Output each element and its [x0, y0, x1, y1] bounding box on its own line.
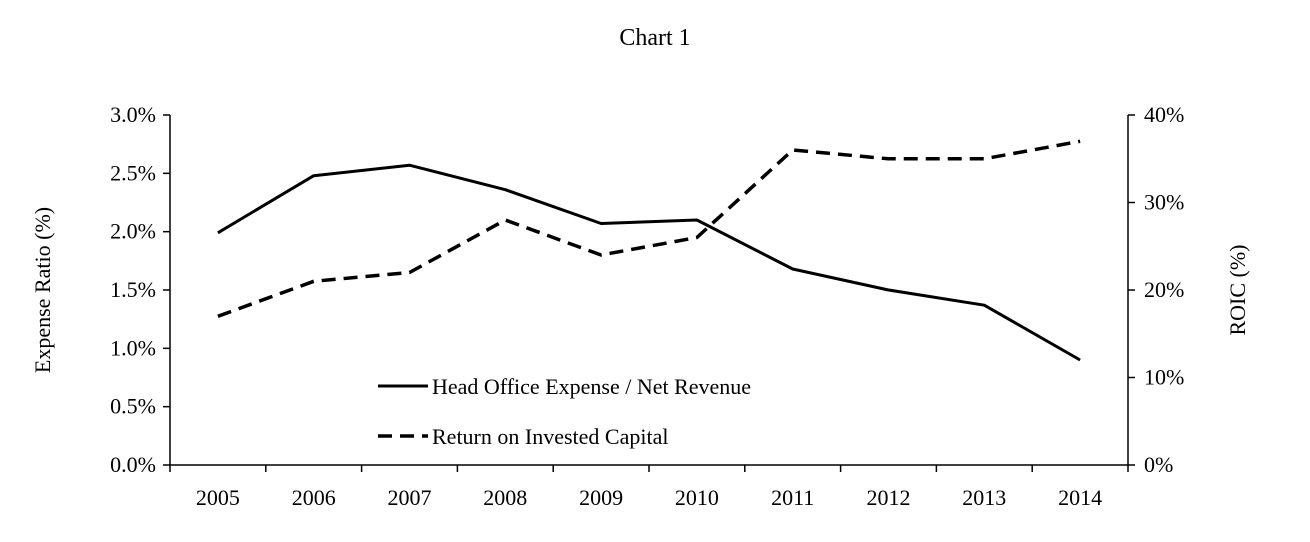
x-tick-label: 2012: [867, 485, 911, 510]
x-tick-label: 2014: [1058, 485, 1102, 510]
right-axis-label: ROIC (%): [1225, 244, 1250, 335]
x-tick-label: 2008: [483, 485, 527, 510]
left-tick-label: 2.0%: [110, 219, 156, 244]
x-tick-label: 2005: [196, 485, 240, 510]
right-tick-label: 30%: [1144, 190, 1184, 215]
left-tick-label: 0.5%: [110, 394, 156, 419]
series-layer: [217, 139, 1081, 362]
left-axis-label: Expense Ratio (%): [30, 207, 55, 373]
left-tick-label: 3.0%: [110, 102, 156, 127]
x-axis-ticks: 2005 2006 2007 2008 2009 2010 2011 2012 2013 2014: [169, 465, 1129, 510]
roic-series-line: [217, 139, 1081, 318]
x-tick-label: 2007: [388, 485, 432, 510]
legend-label-expense: Head Office Expense / Net Revenue: [432, 374, 751, 399]
legend: Head Office Expense / Net Revenue Return…: [378, 374, 751, 449]
x-tick-label: 2010: [675, 485, 719, 510]
right-tick-label: 10%: [1144, 365, 1184, 390]
right-tick-label: 0%: [1144, 452, 1173, 477]
left-tick-label: 0.0%: [110, 452, 156, 477]
right-tick-label: 40%: [1144, 102, 1184, 127]
legend-label-roic: Return on Invested Capital: [432, 424, 668, 449]
right-tick-label: 20%: [1144, 277, 1184, 302]
x-tick-label: 2013: [962, 485, 1006, 510]
chart-title: Chart 1: [619, 25, 690, 51]
x-tick-label: 2006: [292, 485, 336, 510]
left-axis-ticks: 0.0% 0.5% 1.0% 1.5% 2.0% 2.5% 3.0%: [110, 102, 170, 477]
x-tick-label: 2009: [579, 485, 623, 510]
left-tick-label: 1.5%: [110, 277, 156, 302]
left-tick-label: 2.5%: [110, 160, 156, 185]
right-axis-ticks: 0% 10% 20% 30% 40%: [1128, 102, 1184, 477]
expense-ratio-series-line: [217, 163, 1081, 362]
left-tick-label: 1.0%: [110, 335, 156, 360]
x-tick-label: 2011: [771, 485, 814, 510]
